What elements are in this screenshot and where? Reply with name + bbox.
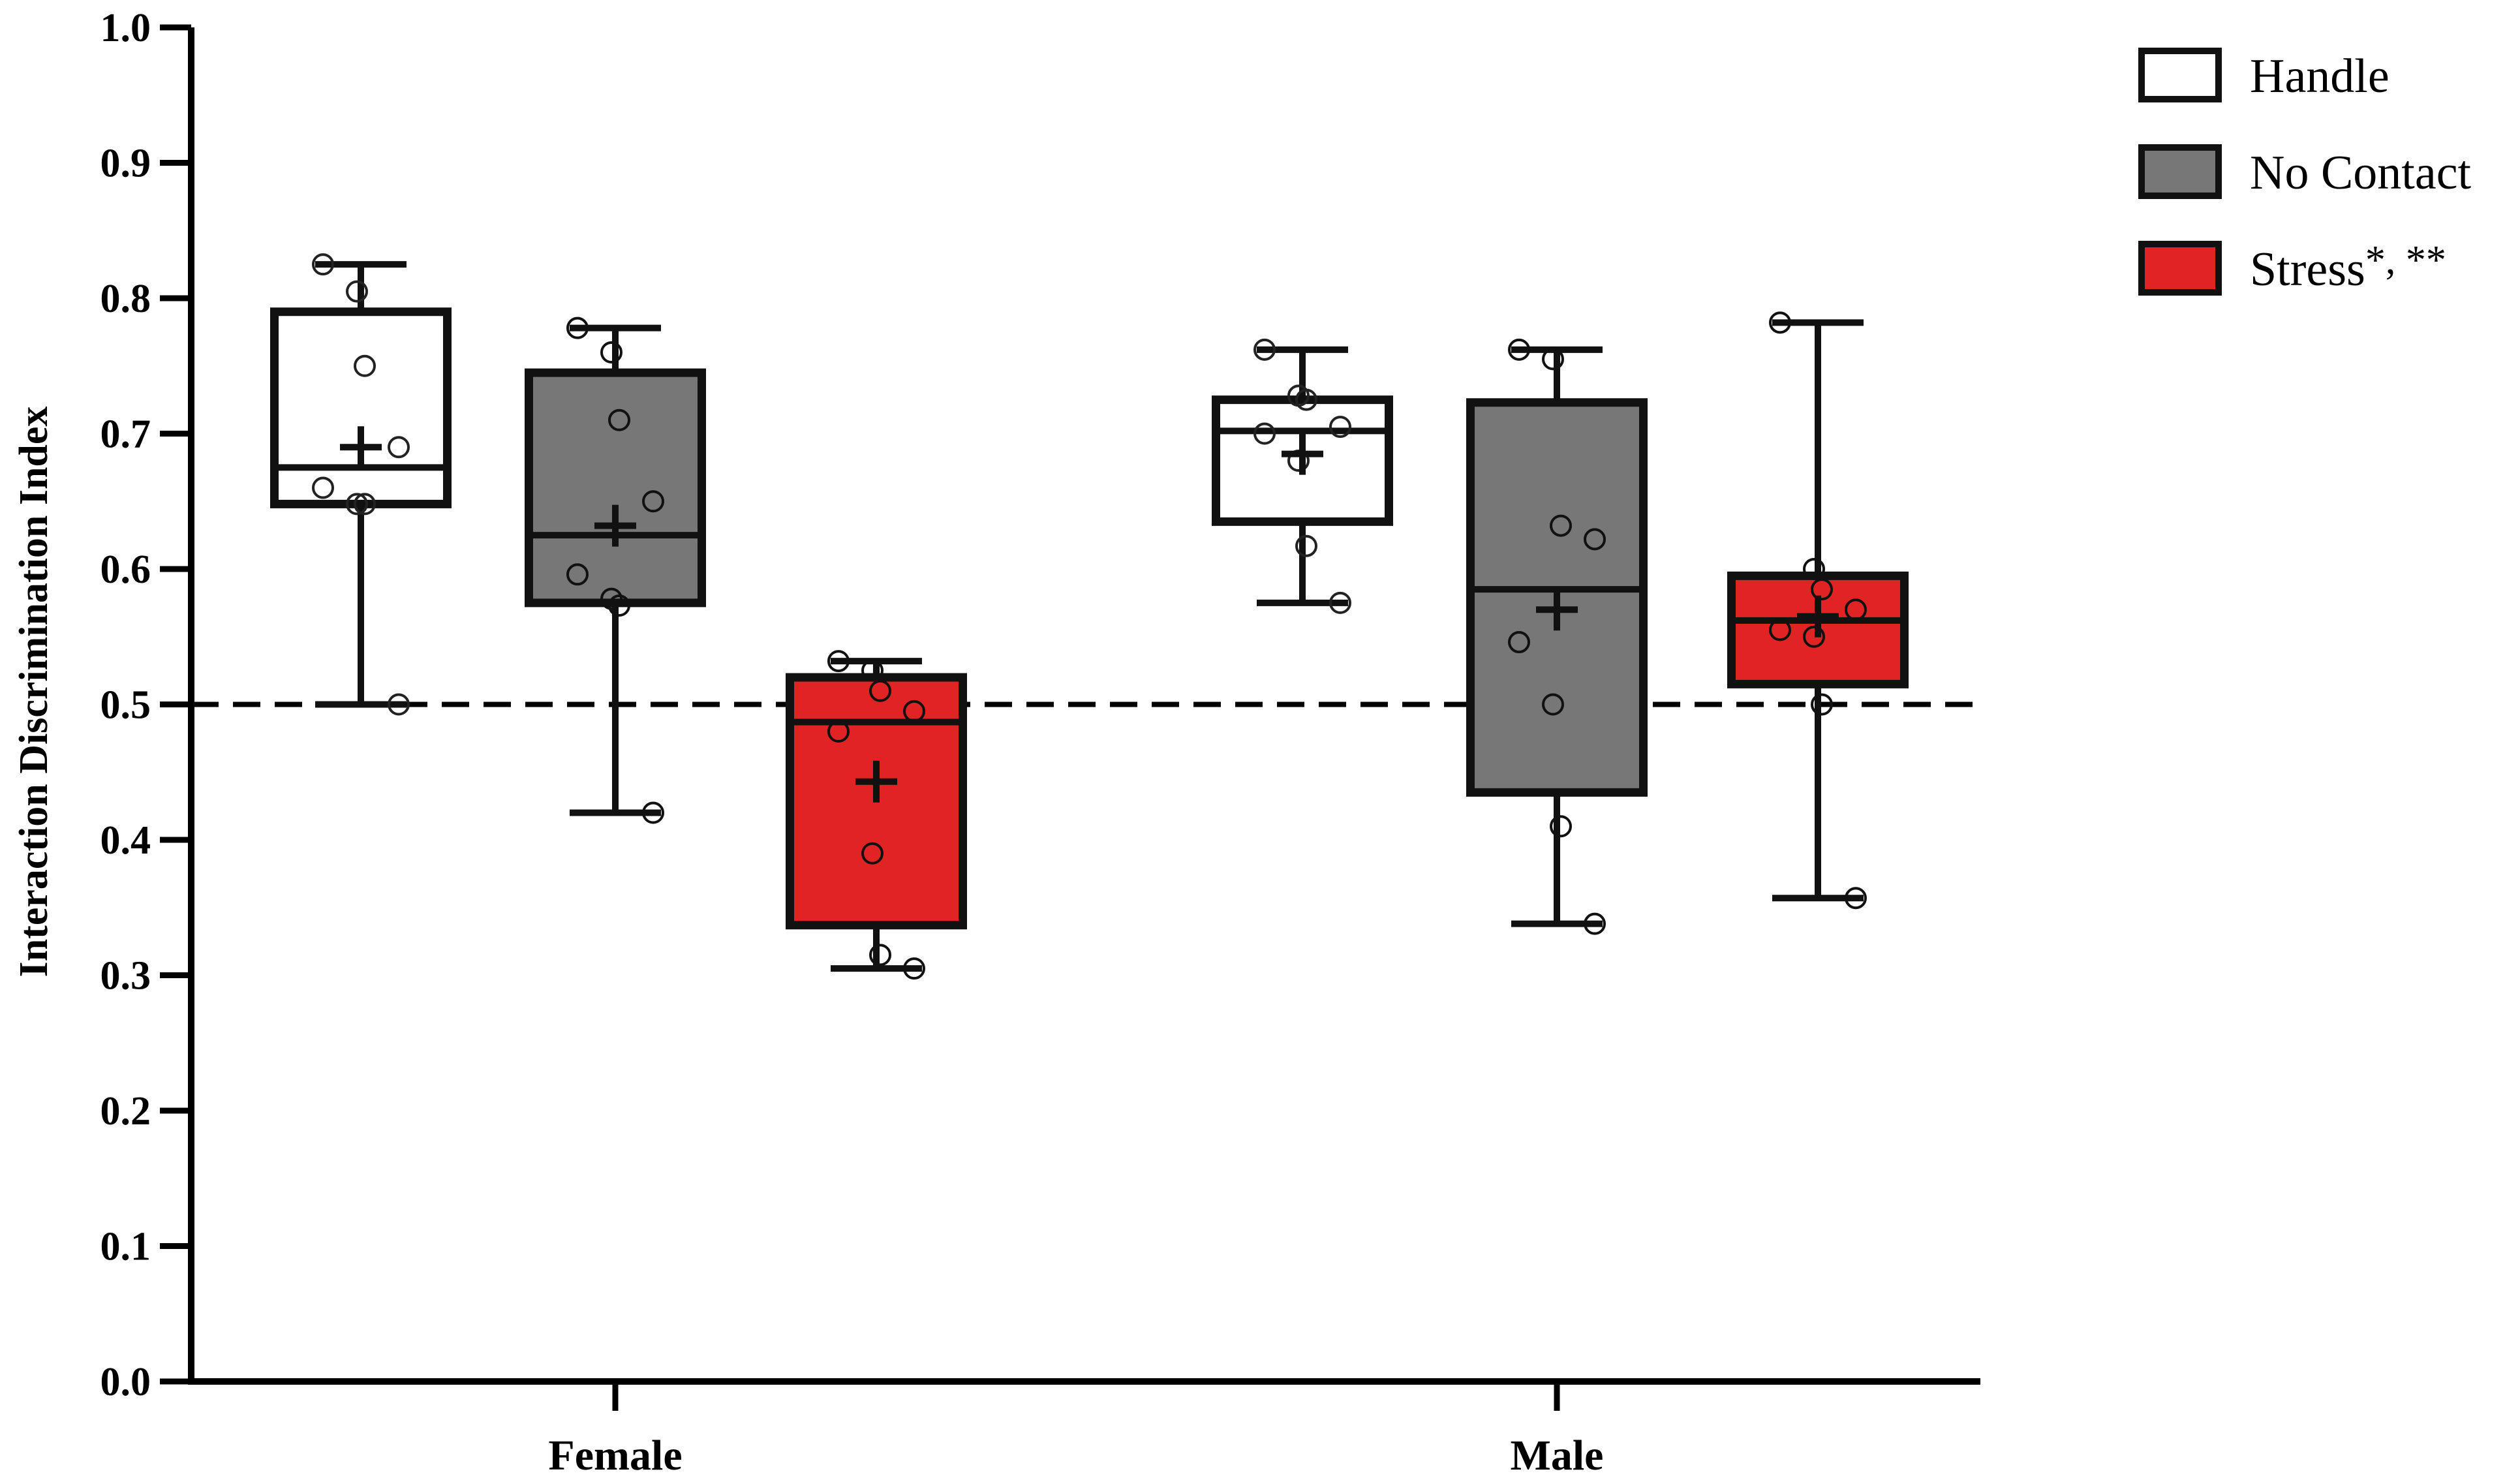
data-point xyxy=(1253,338,1276,361)
data-point xyxy=(1295,534,1317,557)
data-point xyxy=(642,801,664,824)
data-point xyxy=(388,693,410,716)
data-point xyxy=(1550,815,1572,838)
legend-label-no_contact: No Contact xyxy=(2250,146,2472,200)
box-iqr xyxy=(525,368,706,608)
y-tick-label: 0.3 xyxy=(100,954,151,998)
legend-item-stress: Stress*, ** xyxy=(2138,238,2446,296)
legend-swatch-handle xyxy=(2138,48,2222,102)
data-point xyxy=(1803,625,1825,648)
legend-annotation: *, ** xyxy=(2365,238,2446,283)
data-point xyxy=(827,720,850,743)
data-point xyxy=(608,594,630,617)
data-point xyxy=(1508,631,1530,654)
data-point xyxy=(1769,619,1791,641)
legend-item-no_contact: No Contact xyxy=(2138,144,2472,200)
data-point xyxy=(566,563,589,586)
data-point xyxy=(354,354,376,377)
legend-label-handle: Handle xyxy=(2250,50,2389,103)
x-tick-label-female: Female xyxy=(548,1432,682,1479)
data-point xyxy=(600,341,622,363)
data-point xyxy=(1845,887,1867,910)
data-point xyxy=(1584,528,1606,551)
y-tick-label: 0.0 xyxy=(100,1360,151,1404)
data-point xyxy=(1542,348,1564,371)
data-point xyxy=(1845,598,1867,621)
box-iqr xyxy=(270,307,452,508)
box-no_contact-male xyxy=(1466,338,1648,935)
box-stress-male xyxy=(1727,311,1909,910)
data-point xyxy=(861,659,884,682)
data-point xyxy=(1811,693,1833,716)
box-handle-female xyxy=(270,253,452,716)
data-point xyxy=(388,436,410,459)
data-point xyxy=(354,493,376,516)
boxes-layer xyxy=(270,253,1909,980)
data-point xyxy=(1329,416,1351,439)
y-tick-label: 0.9 xyxy=(100,142,151,186)
data-point xyxy=(642,490,664,513)
data-point xyxy=(903,700,925,722)
data-point xyxy=(1811,578,1833,601)
box-no_contact-female xyxy=(525,316,706,824)
y-tick-label: 0.2 xyxy=(100,1089,151,1133)
data-point xyxy=(1542,693,1564,716)
legend-swatch-stress xyxy=(2138,241,2222,296)
data-point xyxy=(903,957,925,980)
data-point xyxy=(1329,591,1351,614)
data-point xyxy=(869,679,891,702)
y-tick-label: 0.8 xyxy=(100,277,151,321)
data-point xyxy=(312,253,334,276)
y-tick-label: 0.6 xyxy=(100,547,151,592)
y-tick-label: 0.4 xyxy=(100,818,151,863)
data-point xyxy=(346,280,368,303)
axes: 0.0 0.1 0.2 0.3 0.4 0.5 0.6 0.7 0.8 0.9 1.0 Female M… xyxy=(100,6,1980,1479)
y-tick-label: 0.7 xyxy=(100,412,151,457)
box-stress-female xyxy=(786,650,967,980)
data-point xyxy=(1253,422,1276,445)
y-tick-label: 0.1 xyxy=(100,1225,151,1269)
y-tick-label: 1.0 xyxy=(100,6,151,50)
data-point xyxy=(600,587,622,610)
y-tick-label: 0.5 xyxy=(100,683,151,728)
y-axis-label: Interaction Discrimination Index xyxy=(12,407,56,978)
box-handle-male xyxy=(1212,338,1393,614)
y-axis-title: Interaction Discrimination Index xyxy=(12,407,56,978)
data-point xyxy=(608,409,630,431)
data-point xyxy=(1803,558,1825,580)
data-point xyxy=(861,842,884,865)
legend-item-handle: Handle xyxy=(2138,48,2389,103)
data-point xyxy=(869,944,891,966)
data-point xyxy=(1508,338,1530,361)
data-point xyxy=(1295,388,1317,411)
x-tick-label-male: Male xyxy=(1511,1432,1604,1479)
legend: Handle No Contact Stress*, ** xyxy=(2138,48,2472,296)
data-point xyxy=(1550,514,1572,537)
data-point xyxy=(312,476,334,499)
data-point xyxy=(566,316,589,339)
legend-swatch-no_contact xyxy=(2138,144,2222,199)
legend-label-stress: Stress*, ** xyxy=(2250,238,2446,296)
data-point xyxy=(1769,311,1791,334)
data-point xyxy=(1584,912,1606,935)
data-point xyxy=(346,493,368,516)
data-point xyxy=(827,650,850,673)
